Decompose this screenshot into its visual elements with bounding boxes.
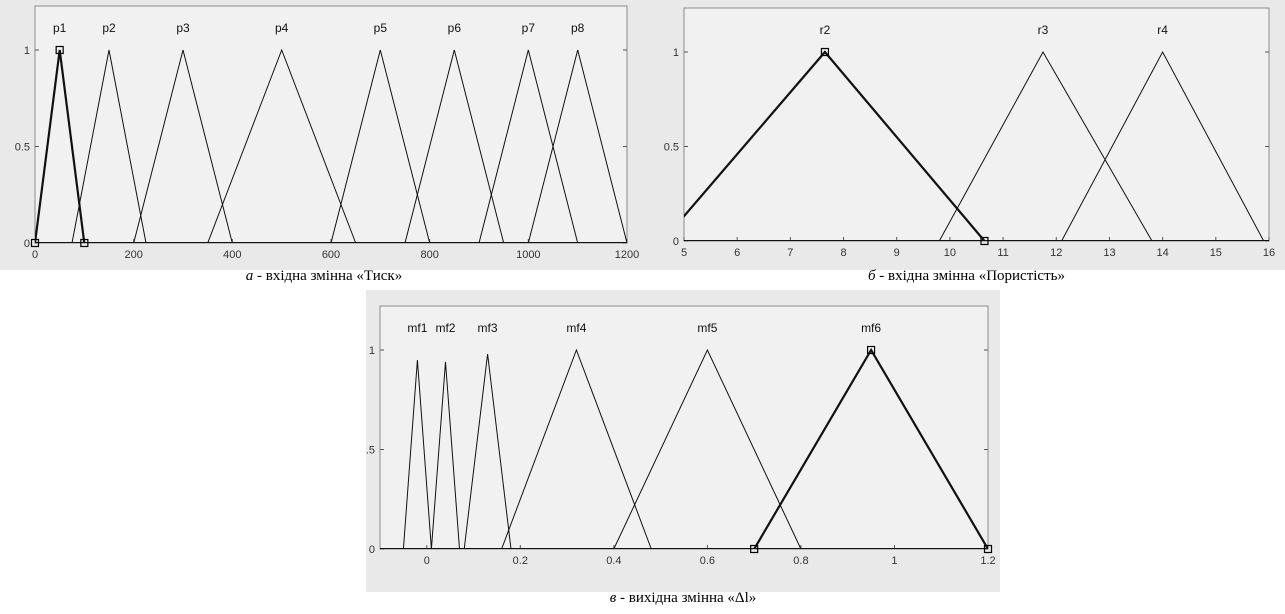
series-label: p4 [275,21,289,35]
x-tick-label: 600 [322,249,340,261]
caption-text: - вхідна змінна «Тиск» [253,268,403,284]
chart-delta-l: 0 0.5 1 0 0.2 0.4 0.6 0.8 1 1.2 mf1 mf2 mf3 mf4 mf5 mf6… [366,290,1000,614]
y-tick-label: 1 [24,45,30,57]
chart-porosity: 0 0.5 1 5 6 7 8 9 10 11 12 13 14 15 16 r2 r3 r4 б - вхідн… [648,0,1285,290]
series-label: p8 [571,21,585,35]
plot-area [34,5,628,244]
x-tick-label: 10 [944,247,956,259]
y-tick-label: 1 [673,47,679,59]
series-group [35,48,627,243]
y-tick-label: 0.5 [15,142,30,154]
series-p4[interactable] [207,48,357,243]
x-tick-label: 1 [891,555,897,567]
chart-delta-l-svg: 0 0.5 1 0 0.2 0.4 0.6 0.8 1 1.2 mf1 mf2 mf3 mf4 mf5 mf6 [366,290,1000,592]
series-label: mf5 [697,321,717,335]
drag-handle[interactable] [80,238,89,248]
x-tick-label: 12 [1050,247,1062,259]
x-tick-label: 800 [420,249,438,261]
x-tick-label: 0.8 [793,555,808,567]
drag-handle[interactable] [820,47,830,57]
chart-pressure-svg: 0 0.5 1 0 200 400 600 800 1000 1200 p1 p2 p3 p4 p5 p6 p7… [0,0,648,270]
x-tick-label: 5 [681,247,687,259]
x-tick-label: 14 [1157,247,1169,259]
caption-letter: б [868,268,876,284]
x-tick-label: 0.4 [606,555,621,567]
y-tick-label: 1 [369,345,375,357]
y-tick-label: 0 [369,544,375,556]
plot-area [379,305,989,550]
series-mf3[interactable] [463,353,512,549]
caption-pressure: а - вхідна змінна «Тиск» [0,268,648,285]
drag-handle[interactable] [30,238,40,248]
series-p2[interactable] [71,49,147,243]
caption-letter: а [245,268,254,284]
series-label: p1 [53,21,67,35]
series-label: p3 [176,21,190,35]
y-tick-label: 0 [24,238,30,250]
drag-handle[interactable] [55,45,64,55]
series-label: r4 [1157,23,1168,37]
y-tick-label: 0.5 [664,142,679,154]
series-label: mf6 [861,321,881,335]
x-tick-label: 0.6 [700,555,715,567]
x-tick-label: 0 [424,555,430,567]
series-label: p6 [448,21,462,35]
x-tick-label: 11 [997,247,1008,259]
series-label: mf2 [435,321,455,335]
x-tick-label: 0.2 [513,555,528,567]
series-p7[interactable] [478,49,579,243]
x-tick-label: 15 [1210,247,1222,259]
x-tick-label: 6 [734,247,740,259]
plot-area [683,7,1270,242]
series-p3[interactable] [133,49,233,243]
series-label: p7 [522,21,536,35]
series-label: p5 [374,21,388,35]
x-tick-label: 16 [1263,247,1275,259]
x-tick-label: 1.2 [980,555,995,567]
series-p5[interactable] [330,49,431,243]
drag-handle[interactable] [866,345,876,355]
x-tick-label: 13 [1103,247,1115,259]
series-label: mf4 [566,321,586,335]
series-label: r3 [1038,23,1049,37]
drag-handle[interactable] [980,236,989,246]
x-tick-label: 9 [894,247,900,259]
caption-text: - вхідна змінна «Пористість» [875,268,1065,284]
x-tick-label: 7 [787,247,793,259]
caption-letter: в [609,590,617,606]
series-label: mf3 [478,321,498,335]
y-tick-label: 0 [673,236,679,248]
series-group [663,50,1269,241]
series-r4[interactable] [1061,50,1265,241]
series-label: r2 [820,23,831,37]
caption-porosity: б - вхідна змінна «Пористість» [648,268,1285,285]
series-p6[interactable] [404,49,505,243]
caption-delta-l: в - вихідна змінна «Δl» [366,590,1000,607]
chart-pressure: 0 0.5 1 0 200 400 600 800 1000 1200 p1 p2 p3 p4 p5 p6 p7… [0,0,648,290]
series-p1[interactable] [35,49,86,243]
series-mf4[interactable] [501,348,652,549]
x-tick-label: 0 [32,249,38,261]
series-label: p2 [102,21,116,35]
series-mf1[interactable] [402,359,432,549]
series-mf6[interactable] [753,347,988,549]
x-tick-label: 8 [840,247,846,259]
series-mf5[interactable] [613,348,802,549]
x-tick-label: 1200 [615,249,639,261]
series-label: mf1 [407,321,427,335]
caption-text: - вихідна змінна «Δl» [616,590,757,606]
series-r2[interactable] [663,50,986,241]
x-tick-label: 1000 [516,249,540,261]
drag-handle[interactable] [750,544,759,554]
drag-handle[interactable] [983,544,993,554]
x-tick-label: 200 [124,249,142,261]
x-tick-label: 400 [223,249,241,261]
y-tick-label: 0.5 [366,445,375,457]
series-mf2[interactable] [430,361,460,549]
series-group [380,347,988,549]
series-r3[interactable] [938,50,1153,241]
series-p8[interactable] [527,49,627,243]
